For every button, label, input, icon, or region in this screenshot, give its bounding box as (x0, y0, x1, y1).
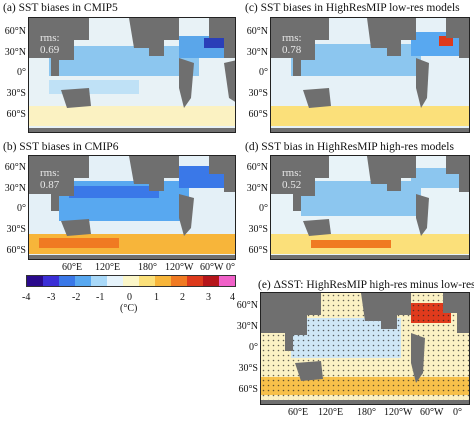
colorbar (26, 275, 236, 287)
lat-label: 30°N (4, 47, 26, 58)
lon-label: 120°E (95, 262, 121, 273)
map-b (28, 155, 236, 260)
lat-label: 30°S (6, 224, 26, 235)
map-a (28, 17, 236, 133)
colorbar-unit: (°C) (120, 303, 138, 314)
map-c (270, 17, 470, 133)
map-d (270, 155, 470, 260)
lon-label: 60°E (288, 407, 309, 418)
colorbar-swatch (203, 276, 219, 286)
panel-d-title: (d) SST bias in HighResMIP high-res mode… (245, 141, 454, 153)
panel-e-title: (e) ΔSST: HighResMIP high-res minus low-… (258, 279, 474, 291)
rms-d: rms: 0.52 (282, 167, 302, 191)
rms-c: rms: 0.78 (282, 32, 302, 56)
lat-label: 60°N (4, 162, 26, 173)
lat-label: 0° (259, 67, 268, 78)
colorbar-tick: 1 (154, 292, 159, 303)
lat-label: 30°S (6, 88, 26, 99)
lon-label: 60°W (200, 262, 224, 273)
lat-label: 30°N (246, 47, 268, 58)
colorbar-swatch (107, 276, 123, 286)
colorbar-swatch (91, 276, 107, 286)
lat-label: 60°N (4, 26, 26, 37)
lat-label: 60°S (238, 384, 258, 395)
colorbar-swatch (187, 276, 203, 286)
colorbar-tick: -1 (96, 292, 105, 303)
lat-label: 30°S (248, 224, 268, 235)
colorbar-swatch (219, 276, 235, 286)
lat-label: 0° (17, 203, 26, 214)
colorbar-swatch (43, 276, 59, 286)
lon-label: 120°E (318, 407, 344, 418)
lon-label: 0° (226, 262, 235, 273)
lat-label: 30°N (246, 183, 268, 194)
colorbar-swatch (123, 276, 139, 286)
lon-label: 120°W (384, 407, 413, 418)
panel-c-title: (c) SST biases in HighResMIP low-res mod… (245, 2, 460, 14)
lat-label: 60°S (6, 245, 26, 256)
colorbar-tick: -3 (47, 292, 56, 303)
lat-label: 0° (259, 203, 268, 214)
colorbar-tick: 2 (180, 292, 185, 303)
lon-label: 60°W (420, 407, 444, 418)
lat-label: 30°N (236, 321, 258, 332)
colorbar-tick: -2 (72, 292, 81, 303)
lat-label: 60°S (248, 245, 268, 256)
lat-label: 60°N (246, 26, 268, 37)
lat-label: 30°N (4, 183, 26, 194)
lat-label: 60°N (246, 162, 268, 173)
lat-label: 60°N (236, 300, 258, 311)
lat-label: 60°S (6, 109, 26, 120)
lat-label: 30°S (248, 88, 268, 99)
panel-b-title: (b) SST biases in CMIP6 (3, 141, 119, 153)
lat-label: 0° (249, 342, 258, 353)
colorbar-tick: 4 (230, 292, 235, 303)
lat-label: 0° (17, 67, 26, 78)
lon-label: 0° (453, 407, 462, 418)
map-e (260, 292, 470, 405)
lon-label: 120°W (165, 262, 194, 273)
rms-a: rms: 0.69 (40, 32, 60, 56)
colorbar-swatch (59, 276, 75, 286)
colorbar-swatch (27, 276, 43, 286)
colorbar-tick: 3 (206, 292, 211, 303)
lon-label: 180° (138, 262, 157, 273)
colorbar-tick: 0 (127, 292, 132, 303)
colorbar-swatch (75, 276, 91, 286)
lat-label: 60°S (248, 109, 268, 120)
colorbar-swatch (171, 276, 187, 286)
colorbar-tick: -4 (22, 292, 31, 303)
colorbar-swatch (139, 276, 155, 286)
lon-label: 60°E (62, 262, 83, 273)
panel-a-title: (a) SST biases in CMIP5 (3, 2, 118, 14)
lat-label: 30°S (238, 363, 258, 374)
colorbar-swatch (155, 276, 171, 286)
lon-label: 180° (357, 407, 376, 418)
rms-b: rms: 0.87 (40, 167, 60, 191)
